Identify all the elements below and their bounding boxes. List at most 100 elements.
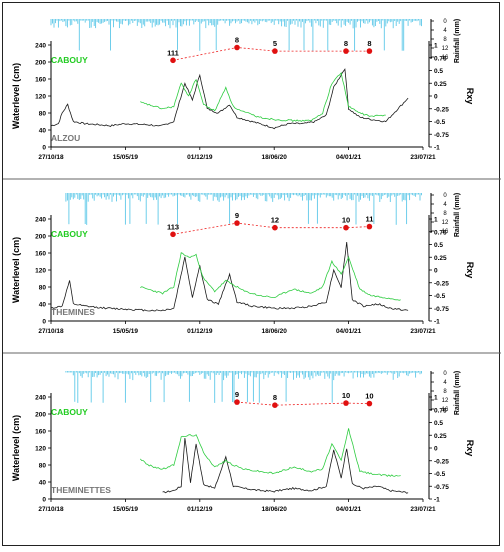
lag-point [234, 44, 240, 51]
lag-connector [172, 222, 370, 235]
x-tick-label: 18/06/20 [262, 328, 288, 335]
rain-tick-label: 4 [443, 202, 447, 208]
y-tick-label: 0 [42, 319, 46, 326]
series-line-1 [50, 68, 409, 130]
y2-axis-label: Rxy [465, 440, 475, 457]
y2-tick-label: 0 [434, 94, 438, 101]
x-tick-label: 01/12/19 [187, 328, 213, 335]
lag-connector [236, 401, 370, 406]
series-line-2 [140, 252, 401, 301]
y-tick-label: 40 [39, 480, 47, 487]
lag-point-label: 10 [342, 216, 350, 225]
lag-point-label: 12 [271, 216, 279, 225]
rain-tick-label: 16 [442, 407, 449, 413]
y2-tick-label: 0.25 [434, 81, 447, 88]
lag-point-label: 113 [167, 222, 179, 231]
y2-axis-label: Rxy [465, 88, 475, 105]
x-tick-label: 15/05/19 [113, 506, 139, 513]
station-label: ALZOU [51, 133, 80, 143]
rain-axis-label: Rainfall (mm) [454, 19, 461, 63]
lag-point [234, 399, 240, 405]
y2-tick-label: 0 [434, 268, 438, 275]
y2-tick-label: 0.75 [434, 55, 447, 62]
lag-point-label: 9 [235, 390, 239, 399]
y2-tick-label: -0.5 [434, 293, 446, 300]
lag-point [272, 224, 278, 231]
lag-point [343, 48, 349, 54]
lag-connector [172, 47, 370, 61]
source-label: CABOUY [51, 229, 88, 239]
y2-tick-label: 1 [434, 395, 438, 402]
y-tick-label: 200 [35, 234, 46, 241]
rainfall-bars [50, 19, 422, 51]
rain-tick-label: 0 [443, 193, 447, 199]
y2-tick-label: 0 [434, 446, 438, 453]
lag-point-label: 5 [273, 39, 277, 48]
y-tick-label: 160 [35, 429, 46, 436]
lag-point [366, 48, 373, 54]
x-tick-label: 23/07/21 [410, 154, 436, 161]
x-tick-label: 01/12/19 [187, 154, 213, 161]
lag-point-label: 11 [365, 215, 373, 224]
y2-tick-label: -0.5 [434, 119, 446, 126]
rain-tick-label: 0 [443, 19, 447, 25]
lag-point [343, 224, 349, 231]
y2-tick-label: 0.5 [434, 420, 443, 427]
y2-tick-label: 0.75 [434, 229, 447, 236]
y-tick-label: 240 [35, 217, 46, 224]
y-axis-label: Waterlevel (cm) [11, 415, 21, 481]
y2-tick-label: -0.25 [434, 106, 449, 113]
x-tick-label: 18/06/20 [262, 506, 288, 513]
rain-tick-label: 0 [443, 371, 447, 377]
rainfall-bars [65, 193, 422, 225]
rain-tick-label: 8 [443, 211, 447, 217]
y2-tick-label: 0.5 [434, 68, 443, 75]
source-label: CABOUY [51, 55, 88, 65]
x-tick-label: 27/10/18 [38, 154, 64, 161]
lag-point [272, 48, 278, 54]
x-tick-label: 27/10/18 [38, 506, 64, 513]
y2-tick-label: 1 [434, 217, 438, 224]
lag-point-label: 10 [365, 392, 373, 401]
x-tick-label: 04/01/21 [336, 506, 362, 513]
station-label: THEMINETTES [51, 485, 111, 495]
lag-point-label: 8 [367, 39, 371, 48]
rain-tick-label: 16 [442, 55, 449, 61]
y-tick-label: 120 [35, 446, 46, 453]
lag-point-label: 9 [235, 211, 239, 220]
lag-point-label: 111 [167, 48, 179, 57]
y2-tick-label: -1 [434, 145, 440, 152]
y-tick-label: 160 [35, 77, 46, 84]
y-tick-label: 200 [35, 60, 46, 67]
y2-tick-label: 0.5 [434, 242, 443, 249]
y2-tick-label: 0.25 [434, 255, 447, 262]
y2-tick-label: -0.5 [434, 471, 446, 478]
rain-tick-label: 8 [443, 37, 447, 43]
rain-axis-label: Rainfall (mm) [454, 371, 461, 415]
y-axis-label: Waterlevel (cm) [11, 237, 21, 303]
y2-tick-label: 1 [434, 43, 438, 50]
source-label: CABOUY [51, 407, 88, 417]
y-tick-label: 80 [39, 285, 47, 292]
y-tick-label: 40 [39, 302, 47, 309]
y2-tick-label: 0.25 [434, 433, 447, 440]
y2-tick-label: -1 [434, 319, 440, 326]
lag-point [234, 220, 240, 226]
x-tick-label: 27/10/18 [38, 328, 64, 335]
figure-frame: 0 4 8 12 16 Rainfall (mm) 0 40 80 120 160 200 240 Wat… [2, 2, 501, 546]
y2-tick-label: -0.75 [434, 484, 449, 491]
lag-point [170, 231, 176, 238]
rain-tick-label: 12 [442, 398, 449, 404]
y-tick-label: 200 [35, 412, 46, 419]
y2-tick-label: -0.25 [434, 280, 449, 287]
y-tick-label: 40 [39, 128, 47, 135]
y-tick-label: 160 [35, 251, 46, 258]
series-line-2 [140, 428, 401, 477]
lag-point-label: 8 [273, 393, 277, 402]
lag-point [366, 400, 373, 407]
rain-tick-label: 4 [443, 380, 447, 386]
y-tick-label: 0 [42, 497, 46, 504]
y-tick-label: 240 [35, 395, 46, 402]
